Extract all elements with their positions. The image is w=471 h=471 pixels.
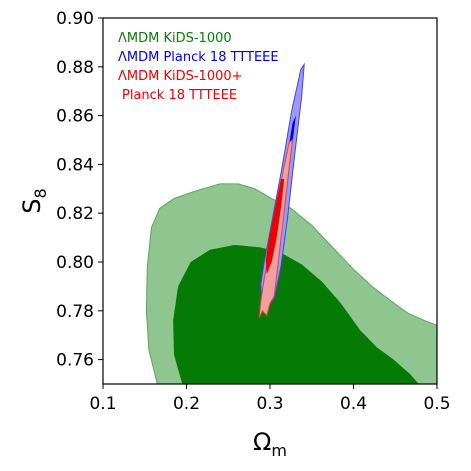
y-axis-label-subscript: 8 [31, 188, 50, 198]
x-axis-label-symbol: Ω [253, 428, 271, 456]
legend-entry-3-line-2: Planck 18 TTTEEE [122, 88, 237, 103]
x-tick-label: 0.3 [256, 394, 283, 414]
y-tick-label: 0.90 [56, 9, 94, 29]
legend-entry-1: ΛMDM KiDS-1000 [118, 31, 232, 46]
y-tick-label: 0.78 [56, 302, 94, 322]
legend-entry-3: ΛMDM KiDS-1000+ [118, 69, 243, 84]
y-tick-label: 0.80 [56, 253, 94, 273]
x-tick-label: 0.1 [89, 394, 116, 414]
legend-entry-2: ΛMDM Planck 18 TTTEEE [118, 50, 279, 65]
x-tick-label: 0.5 [423, 394, 450, 414]
y-tick-label: 0.84 [56, 155, 94, 175]
contour-3-inner-region [265, 179, 285, 275]
contour-1-inner-region [173, 244, 419, 384]
y-tick-label: 0.88 [56, 58, 94, 78]
y-tick-label: 0.86 [56, 107, 94, 127]
y-tick-label: 0.82 [56, 204, 94, 224]
x-tick-label: 0.2 [173, 394, 200, 414]
legend: ΛMDM KiDS-1000 ΛMDM Planck 18 TTTEEE ΛMDM … [118, 31, 279, 103]
y-axis-label-symbol: S [18, 198, 46, 213]
y-axis-label: S8 [18, 188, 50, 213]
x-axis-label: Ωm [253, 428, 287, 460]
x-axis-label-subscript: m [271, 441, 287, 460]
x-tick-label: 0.4 [340, 394, 367, 414]
y-tick-label: 0.76 [56, 351, 94, 371]
contour-regions [145, 62, 437, 384]
axis-ticks: 0.1 0.2 0.3 0.4 0.5 0.76 0.78 0.80 0.82 0.84 0.86 0… [56, 9, 450, 414]
